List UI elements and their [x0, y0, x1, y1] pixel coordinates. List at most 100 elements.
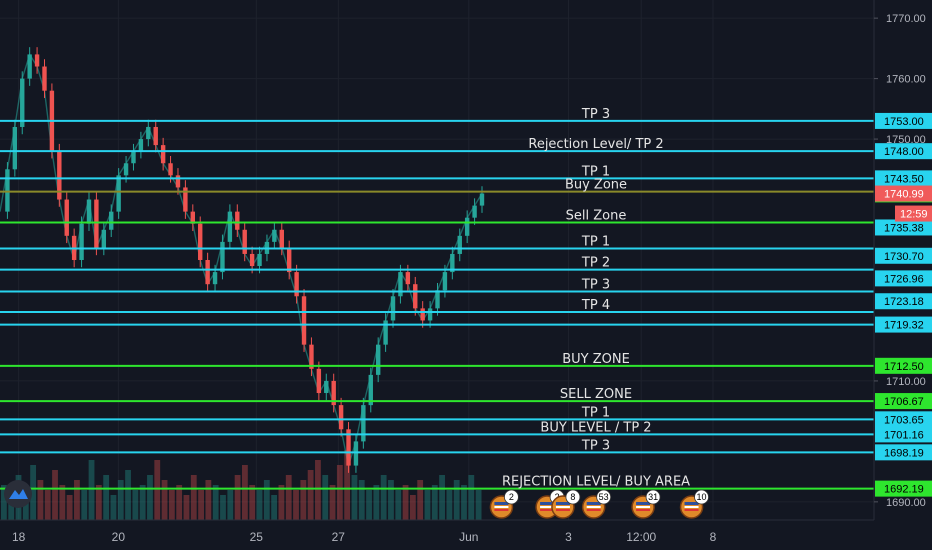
- volume-bar: [110, 495, 117, 520]
- volume-bar: [249, 485, 256, 520]
- candle-body: [294, 272, 299, 297]
- volume-bar: [234, 475, 241, 520]
- event-flag[interactable]: 31: [631, 489, 661, 519]
- candle-body: [86, 199, 92, 224]
- price-tag-label: 1730.70: [884, 251, 924, 263]
- countdown-tag: [895, 205, 932, 222]
- price-tags: 1753.001748.001743.501740.851735.381730.…: [875, 112, 932, 497]
- candle-body: [338, 405, 344, 430]
- level-label: SELL ZONE: [560, 387, 632, 402]
- volume-bar: [475, 490, 482, 520]
- volume-bar: [409, 495, 416, 520]
- time-tick-label: 8: [710, 530, 717, 544]
- price-tag-label: 1692.19: [884, 484, 924, 496]
- volume-bar: [139, 485, 146, 520]
- level-label: Rejection Level/ TP 2: [528, 137, 663, 152]
- level-label: TP 3: [581, 277, 610, 292]
- volume-bar: [395, 490, 402, 520]
- candle-body: [27, 54, 32, 79]
- volume-bar: [344, 450, 351, 520]
- price-tag: [875, 480, 932, 497]
- candle-body: [287, 247, 292, 273]
- price-tag: [875, 411, 932, 428]
- volume-bar: [168, 490, 175, 520]
- volume-bar: [380, 475, 387, 520]
- candle-body: [309, 344, 314, 369]
- price-tag: [875, 247, 932, 264]
- price-tag: [875, 393, 932, 410]
- price-tag-label: 1719.32: [884, 320, 924, 332]
- volume-bar: [285, 475, 292, 520]
- volume-bar: [329, 485, 336, 520]
- price-tag: [875, 293, 932, 310]
- volume-bar: [95, 485, 102, 520]
- volume-bar: [176, 485, 183, 520]
- candle-body: [324, 380, 329, 394]
- volume-bar: [293, 490, 299, 520]
- time-tick-label: 12:00: [626, 530, 656, 544]
- volume-bar: [125, 470, 131, 520]
- price-tag-label: 1703.65: [884, 414, 924, 426]
- level-label: BUY LEVEL / TP 2: [540, 420, 651, 435]
- volume-bar: [66, 495, 73, 520]
- candle-body: [175, 175, 181, 188]
- flag-stripe: [636, 502, 651, 505]
- price-tick-label: 1710.00: [886, 376, 926, 388]
- time-axis[interactable]: 18 20 25 27 Jun 3 12:00 8: [12, 530, 717, 544]
- level-label: TP 1: [581, 235, 610, 250]
- price-axis[interactable]: 1770.00 1760.00 1750.00 1710.00 1690.00: [874, 13, 926, 509]
- volume-bar: [117, 480, 124, 520]
- price-tag-label: 1748.00: [884, 146, 924, 158]
- price-tag: [875, 143, 932, 160]
- tradingview-logo[interactable]: [4, 480, 32, 508]
- candle-body: [146, 126, 151, 140]
- event-count-badge: [645, 489, 661, 505]
- time-axis-panel[interactable]: [0, 520, 932, 550]
- candle-body: [442, 272, 448, 291]
- volume-bar: [366, 490, 372, 520]
- current-price-tag: [875, 185, 932, 202]
- candle-body: [220, 241, 225, 273]
- volume-bar: [461, 485, 467, 520]
- volume-bar: [263, 480, 270, 520]
- candle-body: [420, 308, 425, 321]
- candle-body: [205, 260, 210, 285]
- volume-bar: [256, 490, 263, 520]
- flag-stripe: [540, 509, 555, 511]
- flag-stripe: [586, 509, 601, 511]
- event-flag[interactable]: 2: [489, 489, 519, 519]
- volume-bar: [424, 490, 431, 520]
- event-flag[interactable]: 10: [679, 489, 709, 519]
- volume-bar: [388, 480, 394, 520]
- candle-body: [398, 272, 403, 297]
- volume-bar: [271, 495, 278, 520]
- flag-stripe: [636, 506, 651, 508]
- price-tag: [875, 444, 932, 461]
- flag-stripe: [540, 506, 555, 508]
- flag-stripe: [684, 506, 699, 508]
- volume-bar: [154, 460, 161, 520]
- event-flag[interactable]: 53: [581, 489, 612, 519]
- volume-bar: [373, 485, 380, 520]
- event-flag[interactable]: 8: [551, 489, 581, 519]
- price-tag: [875, 112, 932, 129]
- price-tag-label: 1735.38: [884, 222, 924, 234]
- price-tag: [875, 357, 932, 374]
- volume-bar: [417, 480, 424, 520]
- volume-bar: [300, 480, 307, 520]
- volume-bar: [81, 490, 88, 520]
- volume-bar: [183, 495, 190, 520]
- volume-bar: [147, 475, 153, 520]
- volume-bar: [358, 480, 365, 520]
- candle-body: [272, 229, 277, 242]
- volume-bar: [190, 475, 197, 520]
- candle-body: [101, 229, 107, 248]
- event-count-badge: [694, 489, 709, 505]
- event-count-label: 10: [697, 492, 707, 502]
- volume-bar: [52, 470, 58, 520]
- candle-body: [472, 205, 477, 218]
- volume-bar: [59, 485, 66, 520]
- volume-bar: [74, 480, 80, 520]
- event-count-badge: [504, 489, 519, 505]
- volume-bar: [446, 490, 453, 520]
